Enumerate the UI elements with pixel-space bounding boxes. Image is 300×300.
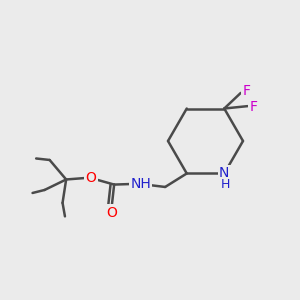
Text: H: H bbox=[221, 178, 230, 191]
Text: F: F bbox=[242, 84, 250, 98]
Text: O: O bbox=[85, 171, 96, 185]
Text: NH: NH bbox=[130, 177, 151, 191]
Text: O: O bbox=[106, 206, 117, 220]
Text: N: N bbox=[219, 167, 230, 181]
Text: F: F bbox=[250, 100, 258, 114]
